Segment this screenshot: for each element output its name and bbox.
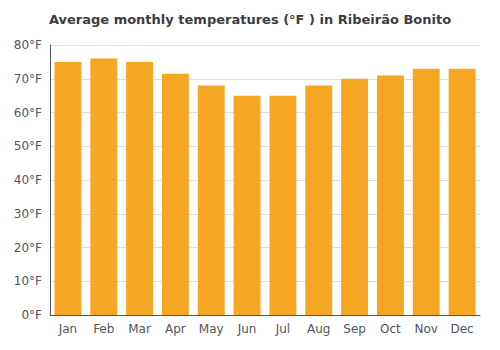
svg-text:Dec: Dec [450, 322, 473, 336]
svg-text:20°F: 20°F [14, 241, 42, 255]
svg-text:40°F: 40°F [14, 173, 42, 187]
svg-text:80°F: 80°F [14, 38, 42, 52]
svg-text:Feb: Feb [93, 322, 114, 336]
svg-text:Average monthly temperatures (: Average monthly temperatures (°F ) in Ri… [49, 12, 451, 27]
svg-text:Mar: Mar [128, 322, 151, 336]
svg-text:70°F: 70°F [14, 72, 42, 86]
svg-text:0°F: 0°F [21, 308, 42, 322]
svg-text:Nov: Nov [415, 322, 438, 336]
svg-text:50°F: 50°F [14, 139, 42, 153]
svg-text:30°F: 30°F [14, 207, 42, 221]
svg-text:Apr: Apr [165, 322, 186, 336]
svg-text:60°F: 60°F [14, 106, 42, 120]
svg-text:Jan: Jan [58, 322, 78, 336]
svg-text:Aug: Aug [307, 322, 330, 336]
svg-text:Jun: Jun [237, 322, 257, 336]
svg-text:Jul: Jul [275, 322, 290, 336]
svg-text:Oct: Oct [380, 322, 401, 336]
svg-text:May: May [199, 322, 224, 336]
svg-text:Sep: Sep [343, 322, 366, 336]
svg-text:10°F: 10°F [14, 274, 42, 288]
